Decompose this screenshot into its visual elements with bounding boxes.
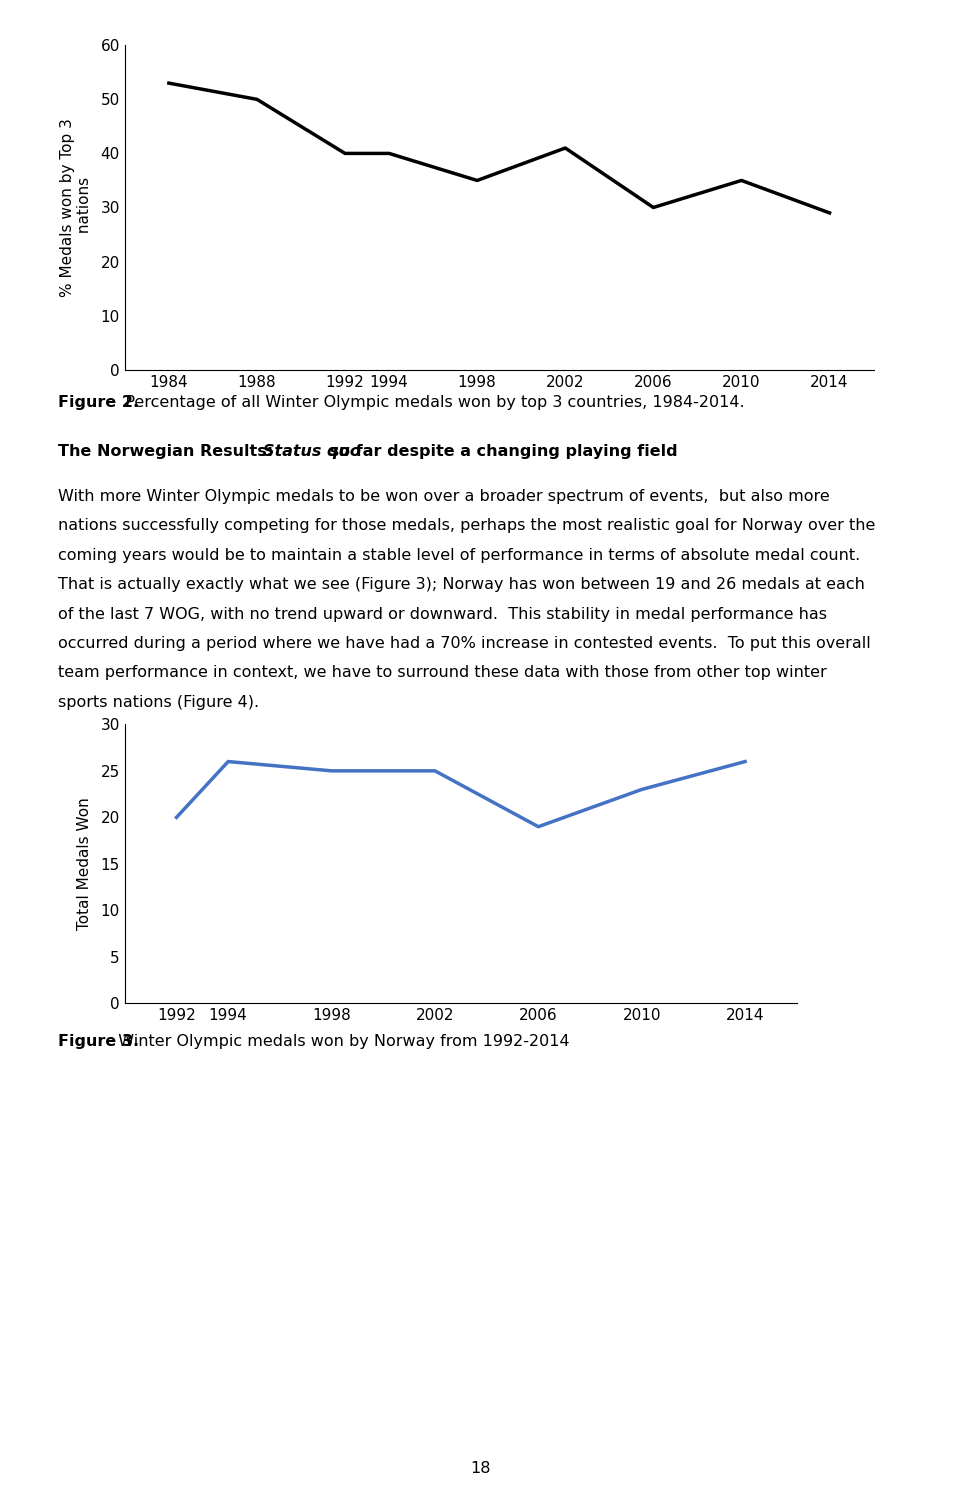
Text: team performance in context, we have to surround these data with those from othe: team performance in context, we have to … [58,665,827,681]
Text: so far despite a changing playing field: so far despite a changing playing field [324,444,678,459]
Text: That is actually exactly what we see (Figure 3); Norway has won between 19 and 2: That is actually exactly what we see (Fi… [58,576,864,592]
Y-axis label: % Medals won by Top 3
 nations: % Medals won by Top 3 nations [60,118,92,297]
Text: coming years would be to maintain a stable level of performance in terms of abso: coming years would be to maintain a stab… [58,548,860,563]
Text: of the last 7 WOG, with no trend upward or downward.  This stability in medal pe: of the last 7 WOG, with no trend upward … [58,607,827,622]
Text: sports nations (Figure 4).: sports nations (Figure 4). [58,694,259,709]
Y-axis label: Total Medals Won: Total Medals Won [77,798,92,930]
Text: nations successfully competing for those medals, perhaps the most realistic goal: nations successfully competing for those… [58,518,875,533]
Text: Percentage of all Winter Olympic medals won by top 3 countries, 1984-2014.: Percentage of all Winter Olympic medals … [110,395,745,410]
Text: With more Winter Olympic medals to be won over a broader spectrum of events,  bu: With more Winter Olympic medals to be wo… [58,489,829,504]
Text: Figure 2.: Figure 2. [58,395,139,410]
Text: Winter Olympic medals won by Norway from 1992-2014: Winter Olympic medals won by Norway from… [108,1034,570,1049]
Text: Status quo: Status quo [263,444,361,459]
Text: The Norwegian Results:: The Norwegian Results: [58,444,278,459]
Text: Figure 3.: Figure 3. [58,1034,139,1049]
Text: 18: 18 [469,1461,491,1476]
Text: occurred during a period where we have had a 70% increase in contested events.  : occurred during a period where we have h… [58,637,871,650]
